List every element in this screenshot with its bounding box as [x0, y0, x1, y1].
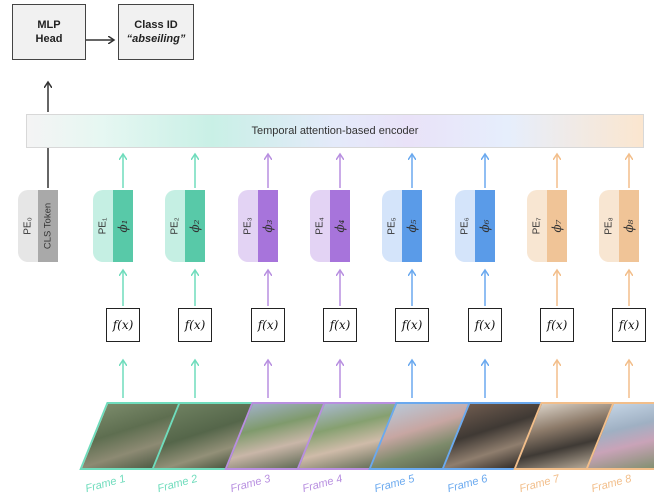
mlp-head-line1: MLP: [37, 19, 61, 31]
pe-pill-3: [238, 190, 258, 262]
encoder-label: Temporal attention-based encoder: [251, 125, 419, 137]
pe-label-2: PE₂: [169, 217, 181, 235]
cls-pe-label: PE₀: [22, 217, 34, 235]
frame-token-6: [475, 190, 495, 262]
mlp-head-line2: Head: [35, 33, 63, 45]
frame-token-1: [113, 190, 133, 262]
mlp-head-box: MLP Head: [12, 4, 86, 60]
frame-token-8: [619, 190, 639, 262]
pe-pill-6: [455, 190, 475, 262]
encoder-function-box-6: f(x): [468, 308, 502, 342]
cls-pe-pill: [18, 190, 38, 262]
pe-pill-5: [382, 190, 402, 262]
cls-token: [38, 190, 58, 262]
pe-label-5: PE₅: [386, 217, 398, 235]
frame-token-7: [547, 190, 567, 262]
pe-label-1: PE₁: [97, 217, 109, 235]
class-id-title: Class ID: [134, 19, 178, 31]
cls-token-label: CLS Token: [42, 202, 54, 250]
pe-label-3: PE₃: [242, 217, 254, 235]
class-id-value: “abseiling”: [126, 33, 186, 45]
phi-label-8: ϕ₈: [622, 219, 636, 233]
encoder-function-box-1: f(x): [106, 308, 140, 342]
encoder-function-box-5: f(x): [395, 308, 429, 342]
pe-pill-7: [527, 190, 547, 262]
frame-token-3: [258, 190, 278, 262]
pe-label-8: PE₈: [603, 217, 615, 235]
encoder-function-box-7: f(x): [540, 308, 574, 342]
pe-pill-2: [165, 190, 185, 262]
encoder-function-box-2: f(x): [178, 308, 212, 342]
phi-label-4: ϕ₄: [333, 219, 347, 233]
phi-label-2: ϕ₂: [188, 219, 202, 233]
pe-label-6: PE₆: [459, 217, 471, 235]
phi-label-7: ϕ₇: [550, 219, 564, 233]
frame-token-2: [185, 190, 205, 262]
frame-token-4: [330, 190, 350, 262]
phi-label-3: ϕ₃: [261, 219, 275, 233]
phi-label-6: ϕ₆: [478, 219, 492, 233]
temporal-encoder-bar: Temporal attention-based encoder: [26, 114, 644, 148]
frame-token-5: [402, 190, 422, 262]
encoder-function-box-3: f(x): [251, 308, 285, 342]
pe-label-4: PE₄: [314, 217, 326, 235]
encoder-function-box-4: f(x): [323, 308, 357, 342]
pe-label-7: PE₇: [531, 217, 543, 235]
phi-label-1: ϕ₁: [116, 219, 130, 233]
pe-pill-4: [310, 190, 330, 262]
pe-pill-8: [599, 190, 619, 262]
encoder-function-box-8: f(x): [612, 308, 646, 342]
phi-label-5: ϕ₅: [405, 219, 419, 233]
pe-pill-1: [93, 190, 113, 262]
class-id-box: Class ID “abseiling”: [118, 4, 194, 60]
